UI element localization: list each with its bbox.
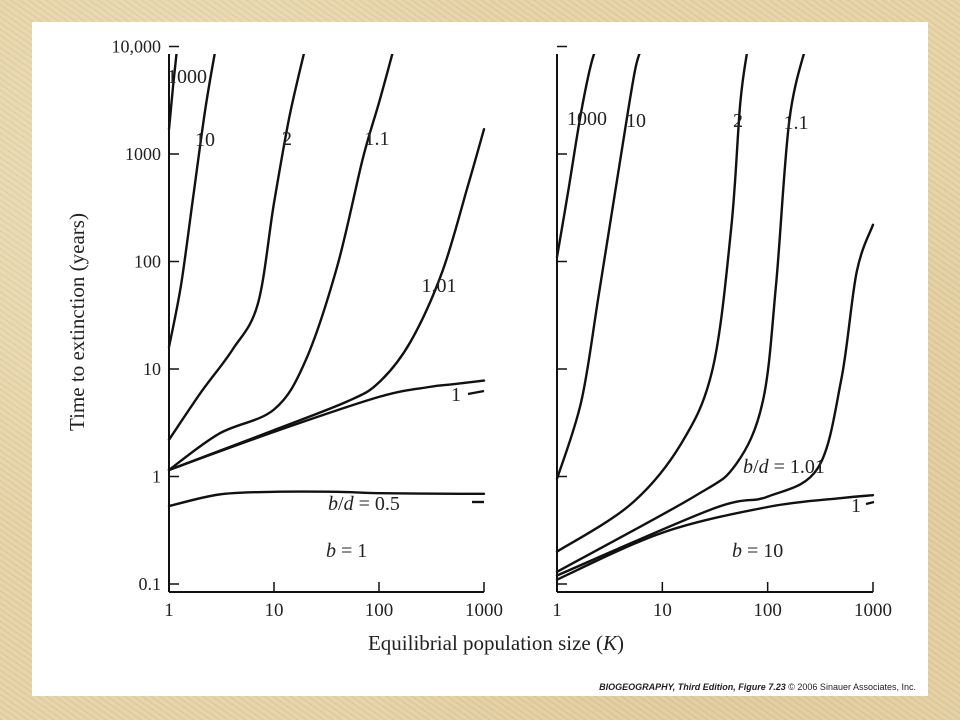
series-line-left-3 [167,54,394,472]
series-line-left-4 [167,127,486,472]
y-tick-label: 1 [152,467,161,487]
curve-label-left: 1.1 [365,128,390,150]
y-tick-label: 0.1 [139,574,162,594]
y-tick-label: 100 [134,252,161,272]
series-line-left-0 [167,54,178,131]
x-tick-label: 100 [753,600,782,621]
panel-annotation-left: b = 1 [326,540,367,562]
figure-panel: 0.1 1 10 100 1000 10,000 1 10 100 1000 1 10 100 1000 … [32,22,928,696]
credit-copyright: © 2006 Sinauer Associates, Inc. [785,682,916,692]
series-line-right-1 [555,54,641,481]
curve-label-left: 1000 [167,66,207,88]
series-line-right-2 [555,54,749,553]
x-tick-label: 1 [552,600,562,621]
curve-label-left: 10 [195,129,215,151]
series-line-right-5 [555,494,875,581]
x-tick-label: 10 [653,600,672,621]
curve-label-right: 1000 [567,108,607,130]
y-tick-label: 10 [143,359,161,379]
x-tick-label: 10 [265,600,284,621]
x-axis-label: Equilibrial population size (K) [368,631,624,655]
y-axis-label: Time to extinction (years) [65,213,89,431]
curve-label-left: b/d = 0.5 [328,493,400,515]
series-line-right-3 [555,54,806,573]
figure-credit: BIOGEOGRAPHY, Third Edition, Figure 7.23… [599,682,916,692]
label-leader [467,389,485,396]
curve-label-left: 1 [451,384,461,406]
x-tick-label: 1000 [854,600,892,621]
curve-label-left: 1.01 [422,275,457,297]
x-tick-label: 1000 [465,600,503,621]
curve-label-right: 2 [733,110,743,132]
curve-label-right: 1 [851,495,861,517]
label-leader [865,500,875,506]
curves-panel-right [555,54,875,581]
curve-label-right: 1.1 [784,112,809,134]
axes-panel-right: 1 10 100 1000 [552,45,892,621]
series-line-right-0 [555,54,596,259]
credit-title: BIOGEOGRAPHY, Third Edition, Figure 7.23 [599,682,786,692]
curves-panel-left [167,54,486,508]
x-tick-label: 1 [164,600,174,621]
series-line-left-1 [167,54,216,349]
x-tick-label: 100 [365,600,394,621]
y-tick-label: 1000 [125,144,161,164]
series-line-left-6 [167,490,486,508]
series-line-left-2 [167,54,306,441]
series-line-left-5 [167,379,486,472]
curve-label-right: 10 [626,110,646,132]
panel-annotation-right: b = 10 [732,540,783,562]
curve-label-right: b/d = 1.01 [743,456,825,478]
curve-label-left: 2 [282,128,292,150]
series-line-right-4 [555,223,875,577]
y-tick-label: 10,000 [112,37,162,57]
